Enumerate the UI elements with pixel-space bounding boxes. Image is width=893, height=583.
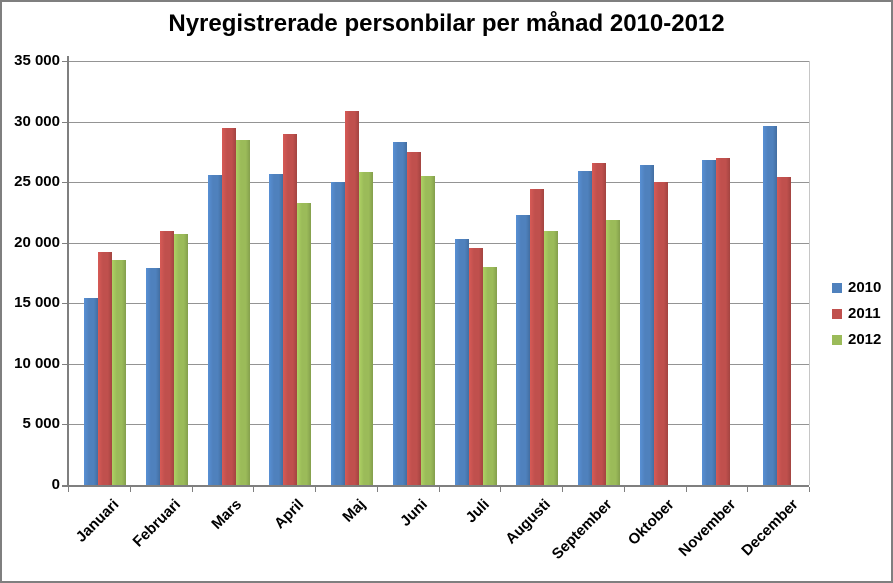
gridline bbox=[68, 242, 809, 244]
bar-2012-januari bbox=[112, 259, 126, 485]
y-axis-label: 10 000 bbox=[14, 354, 60, 372]
bar-2010-oktober bbox=[639, 165, 654, 485]
gridline bbox=[68, 303, 809, 305]
bar-2011-oktober bbox=[653, 182, 668, 485]
y-axis-label: 25 000 bbox=[14, 173, 60, 191]
x-axis-label: Juli bbox=[462, 496, 493, 527]
bar-2010-januari bbox=[84, 298, 98, 485]
gridline bbox=[68, 121, 809, 123]
legend-label: 2010 bbox=[848, 279, 882, 296]
x-axis-tick bbox=[623, 487, 625, 492]
bar-2010-september bbox=[578, 171, 592, 485]
x-axis-tick bbox=[438, 487, 440, 492]
bar-2011-juni bbox=[406, 151, 421, 485]
x-axis-tick bbox=[747, 487, 749, 492]
bar-2010-mars bbox=[207, 174, 222, 485]
plot-right-border bbox=[809, 61, 810, 485]
bar-2010-juli bbox=[454, 239, 469, 485]
x-axis-label: April bbox=[271, 496, 308, 533]
chart-title: Nyregistrerade personbilar per månad 201… bbox=[168, 10, 725, 37]
legend-swatch-icon bbox=[832, 335, 842, 345]
bar-2012-februari bbox=[173, 234, 188, 485]
x-axis-tick bbox=[253, 487, 255, 492]
bar-2010-april bbox=[269, 173, 284, 485]
gridline bbox=[68, 363, 809, 365]
y-axis-line bbox=[67, 56, 69, 485]
x-axis-label: Juni bbox=[396, 496, 431, 530]
bar-2010-december bbox=[763, 126, 778, 485]
x-axis-label: Maj bbox=[339, 496, 370, 526]
x-axis-label: November bbox=[675, 496, 740, 560]
bar-2010-juni bbox=[392, 142, 407, 485]
x-axis-label: Augusti bbox=[502, 496, 555, 548]
bar-2012-juni bbox=[420, 176, 435, 485]
bar-2011-november bbox=[715, 157, 730, 485]
bar-2011-juli bbox=[468, 247, 483, 485]
y-axis-tick bbox=[62, 424, 68, 426]
bar-2012-april bbox=[297, 202, 312, 485]
bar-2011-augusti bbox=[530, 189, 545, 485]
bar-2012-juli bbox=[482, 266, 497, 485]
bar-2011-september bbox=[592, 162, 606, 485]
bar-2012-september bbox=[606, 219, 620, 485]
x-axis-tick bbox=[685, 487, 687, 492]
bar-2012-maj bbox=[359, 172, 373, 485]
x-axis-tick bbox=[562, 487, 563, 492]
y-axis-tick bbox=[62, 303, 68, 305]
x-axis-tick bbox=[68, 487, 69, 492]
y-axis-label: 35 000 bbox=[14, 52, 60, 69]
x-axis-label: Oktober bbox=[625, 496, 678, 549]
y-axis-tick bbox=[62, 121, 68, 123]
x-axis-tick bbox=[191, 487, 193, 492]
bar-2011-december bbox=[777, 177, 792, 485]
x-axis-tick bbox=[129, 487, 131, 492]
bar-2010-maj bbox=[331, 182, 345, 485]
legend-item-2011: 2011 bbox=[832, 305, 881, 323]
legend-swatch-icon bbox=[832, 309, 842, 319]
bar-2010-februari bbox=[145, 268, 160, 485]
x-axis-label: Mars bbox=[208, 496, 246, 533]
y-axis-label: 15 000 bbox=[14, 294, 60, 312]
bar-2010-november bbox=[701, 160, 716, 485]
legend-label: 2012 bbox=[848, 331, 882, 348]
x-axis-tick bbox=[809, 487, 810, 492]
bar-2011-maj bbox=[345, 110, 359, 485]
legend-item-2010: 2010 bbox=[832, 279, 881, 297]
bar-2010-augusti bbox=[516, 214, 531, 485]
bar-2011-januari bbox=[98, 252, 112, 485]
y-axis-label: 20 000 bbox=[14, 233, 60, 251]
x-axis-line bbox=[62, 485, 809, 487]
legend-item-2012: 2012 bbox=[832, 331, 881, 349]
legend-swatch-icon bbox=[832, 283, 842, 293]
gridline bbox=[68, 424, 809, 426]
bar-2012-mars bbox=[235, 139, 250, 485]
y-axis-tick bbox=[62, 182, 68, 184]
y-axis-tick bbox=[62, 363, 68, 365]
y-axis-label: 5 000 bbox=[22, 415, 60, 433]
y-axis-label: 0 bbox=[51, 476, 60, 493]
x-axis-label: Februari bbox=[129, 496, 184, 551]
y-axis-tick bbox=[62, 61, 68, 62]
gridline bbox=[68, 61, 809, 62]
y-axis-label: 30 000 bbox=[14, 112, 60, 130]
x-axis-tick bbox=[315, 487, 316, 492]
bar-2011-april bbox=[283, 133, 298, 485]
legend: 2010 2011 2012 bbox=[832, 279, 881, 357]
x-axis-tick bbox=[500, 487, 502, 492]
y-axis-tick bbox=[62, 242, 68, 244]
x-axis-label: September bbox=[549, 496, 617, 563]
bar-2011-februari bbox=[159, 230, 174, 485]
x-axis-label: Januari bbox=[72, 496, 123, 546]
x-axis-tick bbox=[376, 487, 378, 492]
gridline bbox=[68, 182, 809, 184]
bar-2011-mars bbox=[221, 127, 236, 485]
bar-2012-augusti bbox=[544, 230, 559, 485]
legend-label: 2011 bbox=[848, 305, 881, 322]
x-axis-label: December bbox=[737, 496, 802, 560]
